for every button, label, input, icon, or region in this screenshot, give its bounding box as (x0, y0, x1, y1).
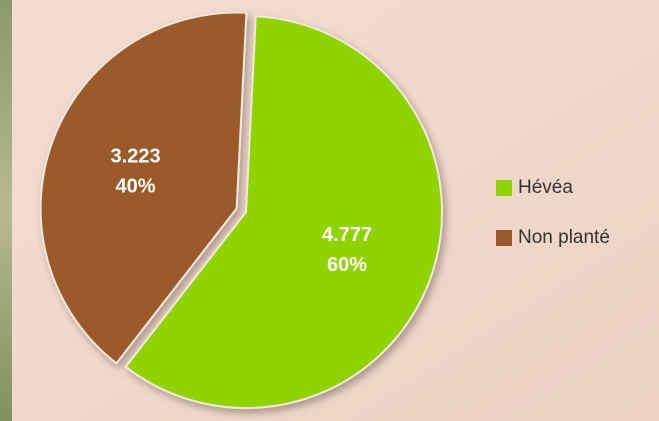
value-label: 4.777 (322, 224, 372, 246)
value-label: 3.223 (111, 145, 161, 167)
side-strip (0, 0, 12, 421)
legend-label: Hévéa (518, 177, 573, 198)
legend-swatch (496, 230, 512, 246)
percent-label: 40% (116, 175, 156, 197)
slice (124, 15, 443, 409)
legend: Hévéa Non planté (496, 177, 610, 248)
labels: 4.777 60% 3.223 40% (111, 145, 373, 275)
slice (39, 11, 248, 365)
legend-swatch (496, 180, 512, 196)
legend-label: Non planté (518, 227, 610, 248)
percent-label: 60% (327, 254, 367, 276)
pie (39, 11, 443, 409)
